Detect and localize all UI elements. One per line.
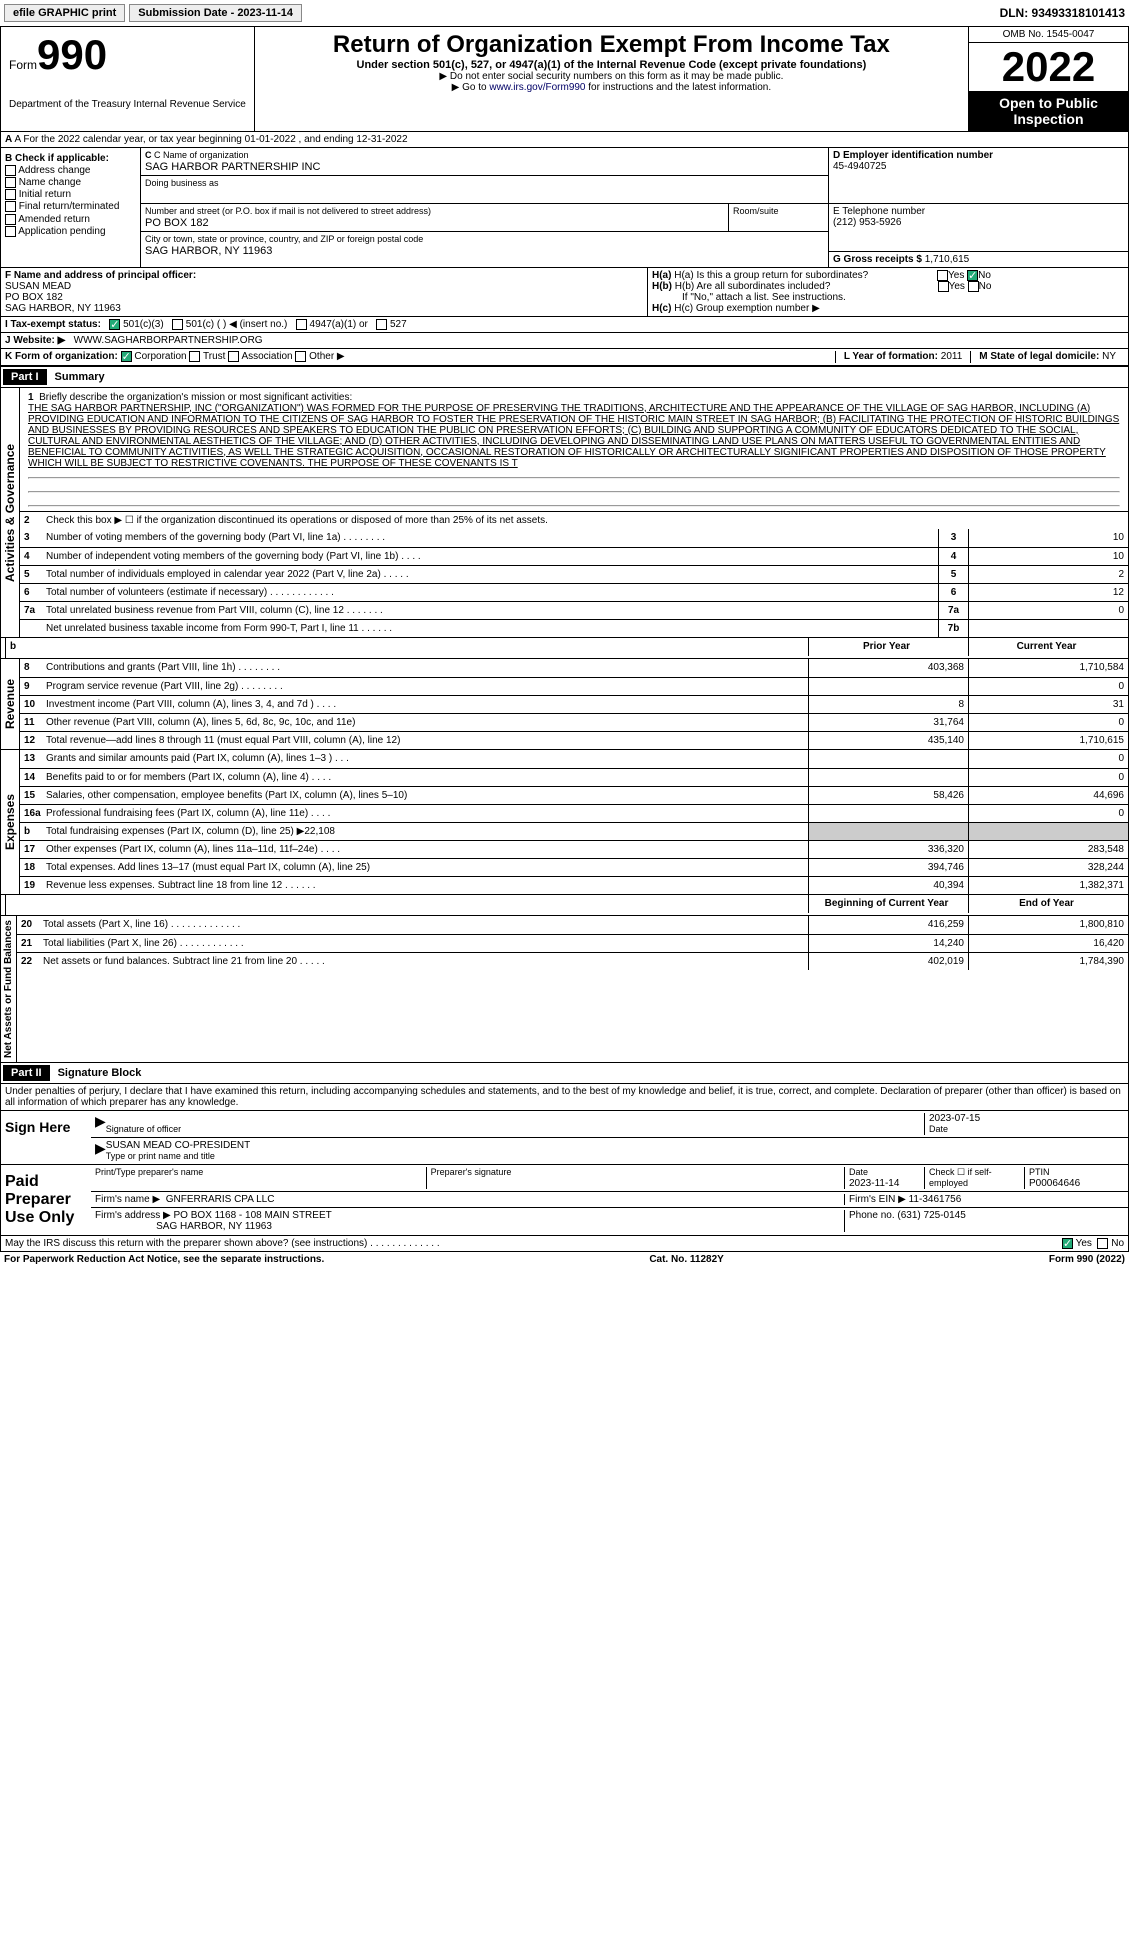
firm-phone: (631) 725-0145: [897, 1210, 965, 1221]
org-address: PO BOX 182: [145, 217, 209, 229]
line-14: 14Benefits paid to or for members (Part …: [20, 768, 1128, 786]
col-b: B Check if applicable: Address change Na…: [1, 148, 141, 267]
line-13: 13Grants and similar amounts paid (Part …: [20, 750, 1128, 768]
row-i: I Tax-exempt status: 501(c)(3) 501(c) ( …: [0, 317, 1129, 333]
line-22: 22Net assets or fund balances. Subtract …: [17, 952, 1128, 970]
activities-governance: Activities & Governance 1 Briefly descri…: [0, 388, 1129, 638]
side-label-ag: Activities & Governance: [1, 388, 20, 637]
inspection-notice: Open to Public Inspection: [969, 91, 1128, 131]
row-f-h: F Name and address of principal officer:…: [0, 268, 1129, 317]
signer-name: SUSAN MEAD CO-PRESIDENT: [106, 1140, 250, 1151]
row-k-l-m: K Form of organization: Corporation Trus…: [0, 349, 1129, 365]
form-subtitle: Under section 501(c), 527, or 4947(a)(1)…: [259, 59, 964, 71]
line-3: 3Number of voting members of the governi…: [20, 529, 1128, 547]
checkbox-name-change[interactable]: Name change: [5, 177, 136, 188]
checkbox-application-pending[interactable]: Application pending: [5, 226, 136, 237]
year-box: OMB No. 1545-0047 2022 Open to Public In…: [968, 27, 1128, 131]
org-city: SAG HARBOR, NY 11963: [145, 245, 272, 257]
form-header: Form990 Department of the Treasury Inter…: [0, 26, 1129, 132]
row-j: J Website: ▶ WWW.SAGHARBORPARTNERSHIP.OR…: [0, 333, 1129, 349]
dln-text: DLN: 93493318101413: [1000, 6, 1125, 20]
line-20: 20Total assets (Part X, line 16) . . . .…: [17, 916, 1128, 934]
side-label-na: Net Assets or Fund Balances: [1, 916, 17, 1062]
col-c: C C Name of organizationSAG HARBOR PARTN…: [141, 148, 828, 267]
gross-receipts: 1,710,615: [925, 254, 970, 265]
top-bar: efile GRAPHIC print Submission Date - 20…: [0, 0, 1129, 26]
side-label-exp: Expenses: [1, 750, 20, 894]
efile-button[interactable]: efile GRAPHIC print: [4, 4, 125, 22]
line-19: 19Revenue less expenses. Subtract line 1…: [20, 876, 1128, 894]
part-1-header: Part ISummary: [0, 366, 1129, 388]
col-d-e-g: D Employer identification number45-49407…: [828, 148, 1128, 267]
sign-here-label: Sign Here: [1, 1111, 91, 1164]
penalty-text: Under penalties of perjury, I declare th…: [1, 1084, 1128, 1110]
signature-block: Under penalties of perjury, I declare th…: [0, 1084, 1129, 1252]
ein: 45-4940725: [833, 161, 886, 172]
line-b: bTotal fundraising expenses (Part IX, co…: [20, 822, 1128, 840]
section-b-to-g: B Check if applicable: Address change Na…: [0, 148, 1129, 268]
revenue-section: Revenue 8Contributions and grants (Part …: [0, 659, 1129, 750]
website: WWW.SAGHARBORPARTNERSHIP.ORG: [74, 335, 263, 346]
dept-text: Department of the Treasury Internal Reve…: [9, 99, 246, 110]
checkbox-initial-return[interactable]: Initial return: [5, 189, 136, 200]
line-8: 8Contributions and grants (Part VIII, li…: [20, 659, 1128, 677]
checkbox-amended-return[interactable]: Amended return: [5, 214, 136, 225]
officer-name: SUSAN MEAD: [5, 281, 71, 292]
line-10: 10Investment income (Part VIII, column (…: [20, 695, 1128, 713]
line-6: 6Total number of volunteers (estimate if…: [20, 583, 1128, 601]
org-name: SAG HARBOR PARTNERSHIP INC: [145, 161, 320, 173]
firm-ein: 11-3461756: [909, 1194, 962, 1205]
line-5: 5Total number of individuals employed in…: [20, 565, 1128, 583]
part-2-header: Part IISignature Block: [0, 1063, 1129, 1084]
page-footer: For Paperwork Reduction Act Notice, see …: [0, 1252, 1129, 1267]
line-15: 15Salaries, other compensation, employee…: [20, 786, 1128, 804]
line-21: 21Total liabilities (Part X, line 26) . …: [17, 934, 1128, 952]
form-prefix: Form: [9, 58, 37, 72]
checkbox-final-return-terminated[interactable]: Final return/terminated: [5, 201, 136, 212]
revenue-header: bPrior YearCurrent Year: [0, 638, 1129, 659]
side-label-rev: Revenue: [1, 659, 20, 749]
note-2: ▶ Go to www.irs.gov/Form990 for instruct…: [259, 82, 964, 93]
line-7a: 7aTotal unrelated business revenue from …: [20, 601, 1128, 619]
line-11: 11Other revenue (Part VIII, column (A), …: [20, 713, 1128, 731]
line-17: 17Other expenses (Part IX, column (A), l…: [20, 840, 1128, 858]
expenses-section: Expenses 13Grants and similar amounts pa…: [0, 750, 1129, 895]
tax-year: 2022: [969, 43, 1128, 91]
row-a: A A For the 2022 calendar year, or tax y…: [0, 132, 1129, 148]
netassets-header: Beginning of Current YearEnd of Year: [0, 895, 1129, 916]
line-4: 4Number of independent voting members of…: [20, 547, 1128, 565]
year-formation: 2011: [941, 351, 963, 362]
line-12: 12Total revenue—add lines 8 through 11 (…: [20, 731, 1128, 749]
firm-name: GNFERRARIS CPA LLC: [166, 1194, 275, 1205]
line-9: 9Program service revenue (Part VIII, lin…: [20, 677, 1128, 695]
mission-text: THE SAG HARBOR PARTNERSHIP, INC ("ORGANI…: [28, 403, 1119, 469]
form-number: 990: [37, 31, 107, 78]
line-7b: Net unrelated business taxable income fr…: [20, 619, 1128, 637]
domicile-state: NY: [1102, 351, 1116, 362]
form-number-box: Form990 Department of the Treasury Inter…: [1, 27, 255, 131]
ptin: P00064646: [1029, 1178, 1080, 1189]
title-box: Return of Organization Exempt From Incom…: [255, 27, 968, 131]
checkbox-address-change[interactable]: Address change: [5, 165, 136, 176]
form-title: Return of Organization Exempt From Incom…: [259, 31, 964, 59]
telephone: (212) 953-5926: [833, 217, 901, 228]
netassets-section: Net Assets or Fund Balances 20Total asse…: [0, 916, 1129, 1063]
paid-preparer-label: Paid Preparer Use Only: [1, 1165, 91, 1235]
note-1: ▶ Do not enter social security numbers o…: [259, 71, 964, 82]
irs-link[interactable]: www.irs.gov/Form990: [489, 82, 585, 93]
submission-date-button[interactable]: Submission Date - 2023-11-14: [129, 4, 302, 22]
omb-number: OMB No. 1545-0047: [969, 27, 1128, 43]
line-16a: 16aProfessional fundraising fees (Part I…: [20, 804, 1128, 822]
line-18: 18Total expenses. Add lines 13–17 (must …: [20, 858, 1128, 876]
